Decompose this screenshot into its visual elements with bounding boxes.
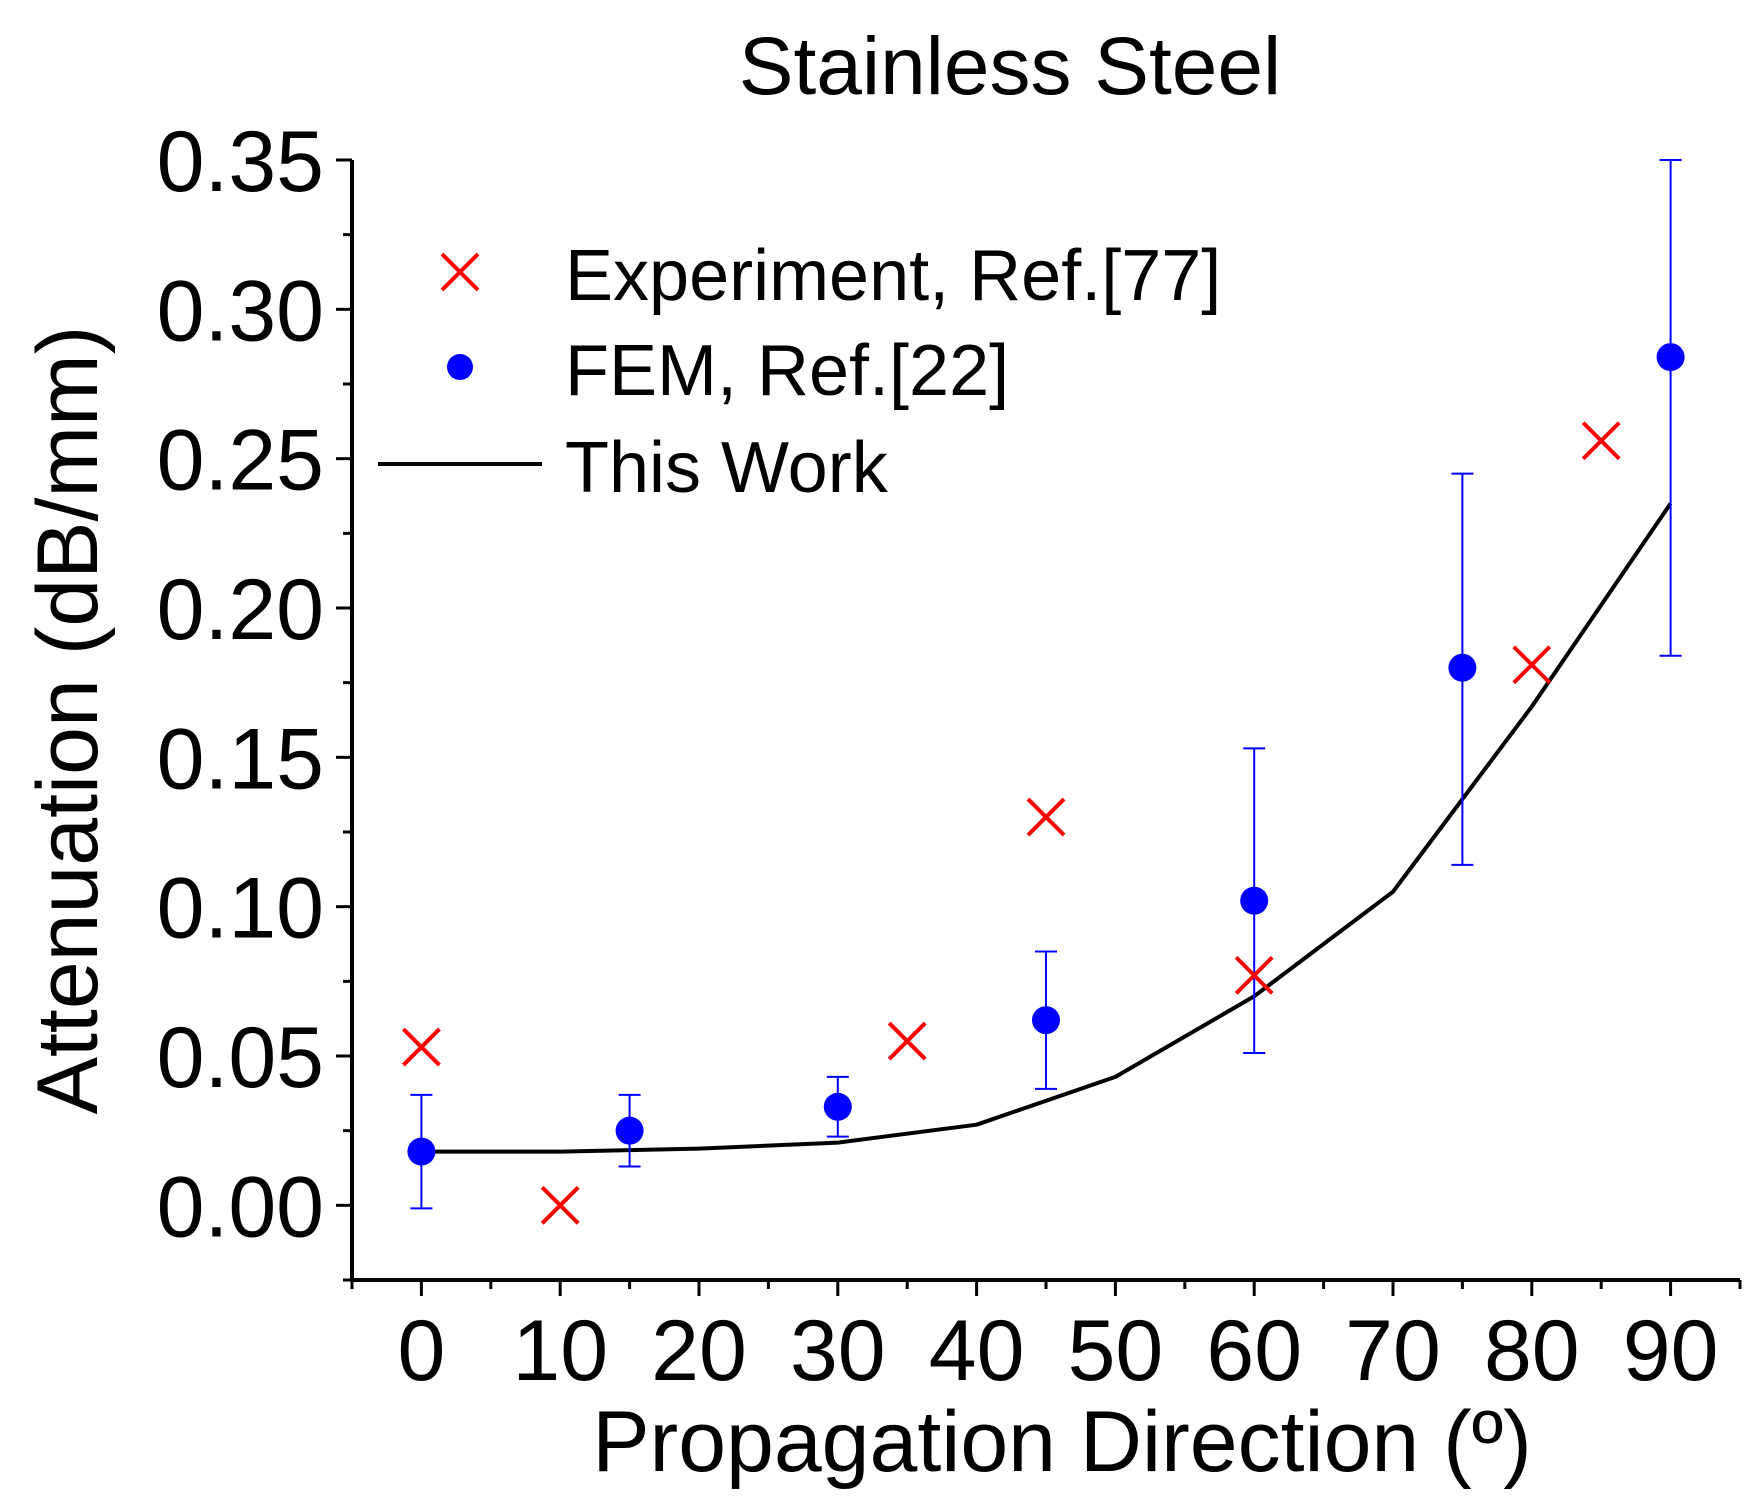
legend-label: This Work [565,428,889,508]
legend-fem-symbol [447,354,473,380]
fem-point [1032,1006,1060,1035]
legend: Experiment, Ref.[77] FEM, Ref.[22] This Wo… [378,236,1221,508]
y-tick-label: 0.25 [157,413,324,509]
x-tick-label: 90 [1623,1303,1719,1399]
y-tick-label: 0.30 [157,263,324,359]
experiment-point [1026,797,1066,837]
y-tick-label: 0.20 [157,562,324,658]
x-tick-label: 60 [1206,1303,1302,1399]
fem-point [1240,886,1269,915]
experiment-point [887,1021,927,1061]
fem-point [1656,343,1685,372]
y-tick-label: 0.05 [157,1010,324,1106]
x-tick-label: 40 [929,1303,1025,1399]
y-tick-label: 0.15 [157,711,324,807]
legend-label: FEM, Ref.[22] [565,331,1009,411]
fem-point [615,1116,644,1145]
experiment-point [401,1027,441,1067]
fem-point [1448,653,1477,682]
x-tick-label: 10 [512,1303,608,1399]
x-tick-label: 30 [790,1303,886,1399]
fem-point [823,1092,852,1121]
legend-label: Experiment, Ref.[77] [565,236,1221,316]
x-tick-label: 50 [1068,1303,1164,1399]
y-tick-label: 0.35 [157,114,324,210]
y-tick-label: 0.00 [157,1159,324,1255]
plot-area [401,159,1685,1225]
x-tick-label: 20 [651,1303,747,1399]
x-tick-label: 0 [397,1303,445,1399]
y-tick-label: 0.10 [157,861,324,957]
legend-experiment-symbol [440,252,480,292]
chart-title: Stainless Steel [739,21,1281,112]
experiment-point [1581,421,1621,461]
axes: 0.00 0.05 0.10 0.15 0.20 0.25 0.30 0.35 0 10 20 30 4… [157,114,1742,1399]
x-tick-label: 80 [1484,1303,1580,1399]
fem-point [407,1137,436,1166]
x-axis-label: Propagation Direction (º) [592,1394,1532,1490]
x-tick-label: 70 [1345,1303,1441,1399]
experiment-point [540,1185,580,1225]
experiment-point [1234,955,1274,995]
y-axis-label: Attenuation (dB/mm) [20,326,116,1115]
experiment-point [1512,645,1552,685]
